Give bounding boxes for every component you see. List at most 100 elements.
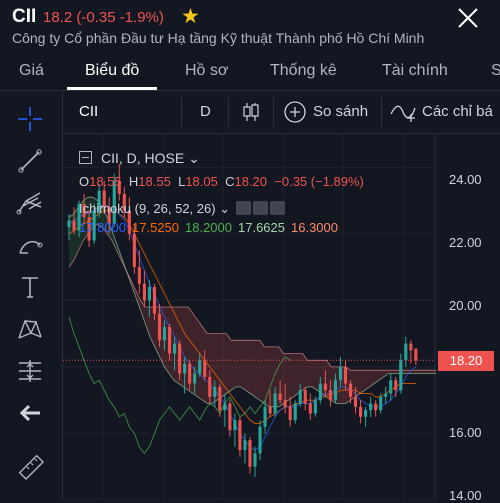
indicators-icon[interactable] <box>389 100 417 124</box>
tab-price[interactable]: Giá <box>19 62 44 79</box>
brush-icon[interactable] <box>14 229 46 261</box>
price-tick: 16.00 <box>449 425 482 440</box>
indicator-legend[interactable]: Ichimoku (9, 26, 52, 26) ⌄ <box>79 201 285 217</box>
candle <box>303 390 307 404</box>
candle <box>353 396 358 407</box>
indicator-values: 17.8000 17.5250 18.2000 17.6625 16.3000 <box>79 220 338 235</box>
close-icon[interactable] <box>456 6 480 30</box>
candle <box>268 406 272 414</box>
leading-span-a-line <box>68 196 437 408</box>
eye-icon[interactable] <box>235 201 251 215</box>
cloud-segment <box>293 353 298 397</box>
cloud-segment <box>264 346 270 407</box>
cloud-segment <box>259 340 265 404</box>
candle <box>359 406 363 417</box>
chart-legend-title[interactable]: CII, D, HOSE ⌄ <box>79 150 200 167</box>
cloud-segment <box>374 370 379 384</box>
cloud-segment <box>288 353 294 401</box>
price-chart[interactable] <box>63 134 500 500</box>
indicators-button[interactable]: Các chỉ bá <box>422 103 493 120</box>
candle <box>178 343 182 374</box>
candle <box>107 207 111 224</box>
tab-statistics[interactable]: Thống kê <box>270 62 337 79</box>
ticker-symbol: CII <box>12 6 37 27</box>
measure-icon[interactable] <box>14 355 46 387</box>
candle <box>82 203 86 218</box>
cloud-segment <box>221 333 227 397</box>
chevron-down-icon[interactable]: ⌄ <box>219 201 231 216</box>
candle <box>409 343 413 351</box>
pattern-icon[interactable] <box>14 313 46 345</box>
candle <box>112 180 116 224</box>
candle <box>399 360 403 391</box>
compare-button[interactable]: So sánh <box>313 103 369 120</box>
cloud-segment <box>359 370 365 394</box>
interval-button[interactable]: D <box>200 103 211 120</box>
gear-icon[interactable] <box>252 201 268 215</box>
cloud-segment <box>240 340 246 391</box>
chevron-down-icon[interactable]: ⌄ <box>188 150 200 166</box>
text-icon[interactable] <box>14 271 46 303</box>
collapse-icon[interactable] <box>79 151 92 164</box>
price-change: 18.2 (-0.35 -1.9%) <box>43 9 164 26</box>
candle <box>248 440 252 467</box>
candle <box>157 313 162 341</box>
candles-icon[interactable] <box>239 100 263 124</box>
tab-more[interactable]: S <box>491 62 500 79</box>
candle <box>338 366 343 381</box>
candle <box>67 220 71 228</box>
company-name: Công ty Cổ phần Đầu tư Hạ tầng Kỹ thuật … <box>12 30 425 46</box>
cloud-segment <box>169 307 174 381</box>
candle <box>228 403 232 431</box>
candle <box>374 403 378 411</box>
cloud-segment <box>364 370 370 391</box>
stock-header: CII 18.2 (-0.35 -1.9%) ★ Công ty Cổ phần… <box>0 0 500 54</box>
cloud-segment <box>302 353 308 391</box>
tab-profile[interactable]: Hồ sơ <box>185 62 229 79</box>
cloud-segment <box>431 370 437 374</box>
cloud-segment <box>369 370 375 387</box>
candle <box>343 366 348 384</box>
candle <box>384 393 388 397</box>
cloud-segment <box>417 370 422 374</box>
symbol-search-button[interactable]: CII <box>79 103 99 120</box>
candle <box>97 190 101 211</box>
compare-plus-icon[interactable] <box>283 100 307 124</box>
pitchfork-icon[interactable] <box>14 187 46 219</box>
price-tick: 24.00 <box>449 172 482 187</box>
candle <box>198 360 202 374</box>
candle <box>117 180 121 194</box>
candle <box>389 380 393 394</box>
lagging-span-line <box>68 316 291 455</box>
candle <box>173 343 177 354</box>
candle <box>152 287 157 314</box>
divider <box>228 97 229 127</box>
candle <box>293 403 297 421</box>
candle <box>77 203 81 231</box>
candle <box>142 283 146 301</box>
candle <box>167 326 172 354</box>
cloud-segment <box>250 340 255 397</box>
ruler-icon[interactable] <box>14 451 46 483</box>
remove-icon[interactable] <box>269 201 285 215</box>
candle <box>283 400 287 407</box>
candle <box>218 386 222 411</box>
cloud-segment <box>111 230 117 251</box>
tab-financials[interactable]: Tài chính <box>382 62 448 79</box>
trend-line-icon[interactable] <box>14 145 46 177</box>
candle <box>92 210 96 241</box>
cloud-segment <box>393 370 399 374</box>
price-tick: 14.00 <box>449 488 482 503</box>
cloud-segment <box>173 307 179 384</box>
crosshair-icon[interactable] <box>14 103 46 135</box>
star-icon[interactable]: ★ <box>181 5 200 28</box>
divider <box>381 97 382 127</box>
candle <box>364 410 368 417</box>
cloud-segment <box>216 333 222 401</box>
price-tick: 20.00 <box>449 298 482 313</box>
candle <box>72 220 76 231</box>
back-arrow-icon[interactable] <box>14 397 46 429</box>
candle <box>127 210 131 234</box>
tab-chart[interactable]: Biểu đồ <box>85 62 140 79</box>
cloud-segment <box>231 340 236 391</box>
